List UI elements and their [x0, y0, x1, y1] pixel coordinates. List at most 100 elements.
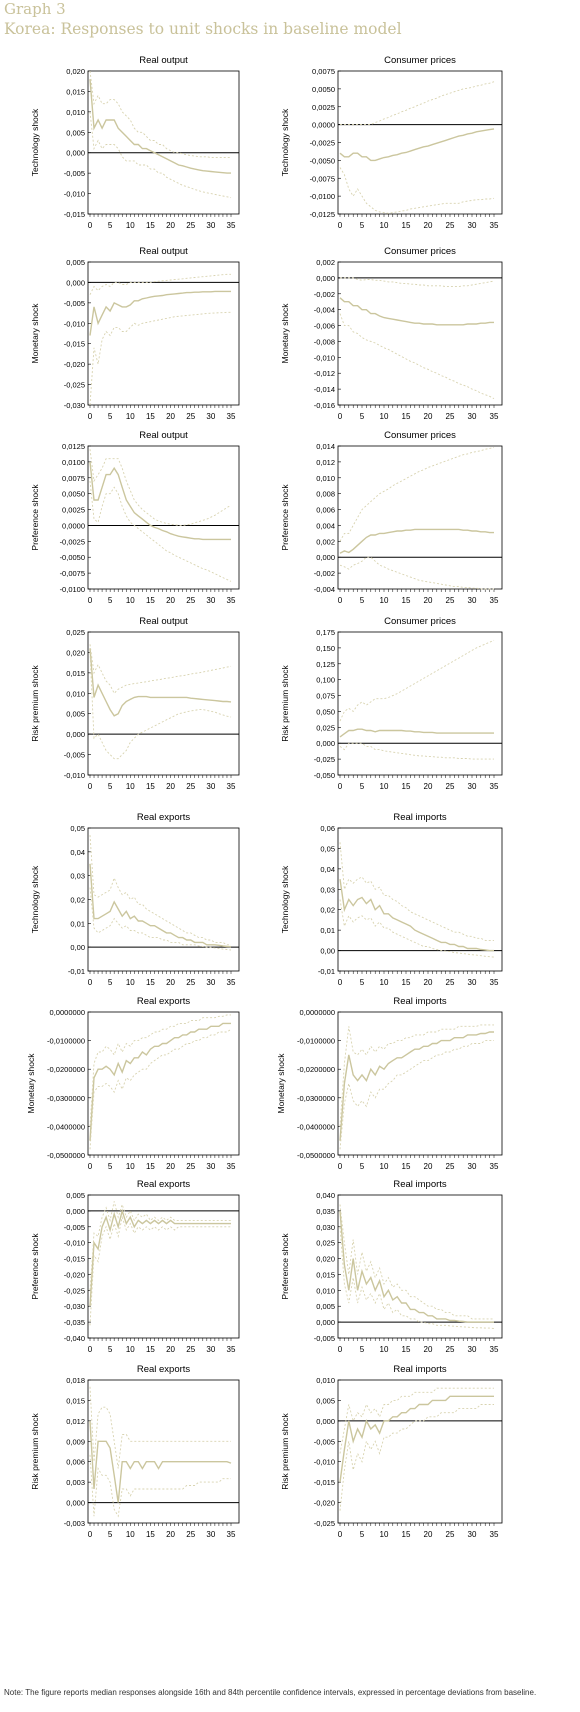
x-tick-label: 35 [227, 1162, 236, 1171]
x-tick-label: 10 [126, 412, 135, 421]
y-tick-label: -0,005 [64, 299, 85, 308]
x-tick-label: 0 [88, 221, 93, 230]
x-tick-label: 25 [446, 1162, 455, 1171]
x-tick-label: 35 [227, 412, 236, 421]
y-tick-label: 0,018 [66, 1376, 85, 1385]
y-tick-label: -0,005 [64, 169, 85, 178]
y-tick-label: 0,000 [66, 278, 85, 287]
x-tick-label: 30 [468, 221, 477, 230]
median-line [89, 461, 231, 541]
y-tick-label: 0,002 [316, 258, 335, 267]
x-tick-label: 15 [146, 978, 155, 987]
y-tick-label: 0,005 [316, 1396, 335, 1405]
y-tick-label: 0,000 [316, 553, 335, 562]
y-tick-label: -0,015 [64, 210, 85, 219]
x-tick-label: 30 [468, 1345, 477, 1354]
y-tick-label: 0,008 [316, 490, 335, 499]
x-tick-label: 10 [380, 412, 389, 421]
y-tick-label: -0,020 [314, 1499, 335, 1508]
y-tick-label: -0,025 [64, 381, 85, 390]
lower-band-line [339, 1226, 495, 1329]
median-line [89, 1420, 232, 1503]
y-tick-label: 0,030 [316, 1223, 335, 1232]
lower-band-line [89, 311, 231, 406]
y-tick-label: 0,000 [316, 274, 335, 283]
y-tick-label: 0,00 [70, 943, 85, 952]
y-tick-label: -0,004 [314, 585, 335, 594]
x-tick-label: 10 [126, 782, 135, 791]
upper-band-line [339, 1024, 494, 1127]
x-tick-label: 10 [380, 221, 389, 230]
lower-band-line [339, 556, 494, 590]
chart-panel: Consumer prices 0,014 0,012 0,010 0,008 0,006… [280, 430, 503, 605]
y-tick-label: 0,025 [316, 723, 335, 732]
y-tick-label: 0,020 [66, 648, 85, 657]
x-tick-label: 15 [146, 1530, 155, 1539]
x-tick-label: 15 [146, 782, 155, 791]
y-tick-label: -0,020 [64, 360, 85, 369]
lower-band-line [339, 1404, 494, 1511]
y-tick-label: 0,040 [316, 1191, 335, 1200]
upper-band-line [339, 639, 495, 722]
x-tick-label: 0 [338, 221, 343, 230]
x-tick-label: 30 [468, 1162, 477, 1171]
lower-band-line [89, 887, 232, 951]
chart-panel: Real exports 0,005 0,000 -0,005 -0,010 -0,015… [30, 1179, 240, 1354]
x-tick-label: 25 [446, 978, 455, 987]
chart-panel: Real output 0,025 0,020 0,015 0,010 0,005 0,00… [30, 616, 240, 791]
plot-frame [87, 261, 240, 406]
lower-band-line [339, 167, 495, 214]
x-tick-label: 35 [227, 596, 236, 605]
chart-title: Consumer prices [384, 55, 456, 66]
x-tick-label: 15 [146, 1162, 155, 1171]
x-tick-label: 0 [88, 1345, 93, 1354]
y-tick-label: -0,0025 [310, 139, 335, 148]
y-tick-label: 0,000 [316, 739, 335, 748]
x-tick-label: 5 [360, 1345, 365, 1354]
x-tick-label: 5 [360, 1162, 365, 1171]
x-tick-label: 10 [126, 1345, 135, 1354]
y-tick-label: 0,100 [316, 676, 335, 685]
y-tick-label: 0,000 [66, 1207, 85, 1216]
y-tick-label: 0,015 [66, 1396, 85, 1405]
x-tick-label: 15 [402, 596, 411, 605]
y-tick-label: 0,050 [316, 707, 335, 716]
chart-panel: Real output 0,020 0,015 0,010 0,005 0,000 -0,0… [30, 55, 240, 230]
y-tick-label: 0,04 [70, 848, 85, 857]
x-tick-label: 0 [88, 978, 93, 987]
y-tick-label: 0,02 [70, 896, 85, 905]
upper-band-line [339, 1204, 494, 1320]
lower-band-line [339, 313, 495, 399]
y-tick-label: -0,016 [314, 401, 335, 410]
chart-title: Real output [139, 430, 188, 441]
y-tick-label: -0,0075 [310, 174, 335, 183]
y-tick-label: 0,015 [66, 669, 85, 678]
y-tick-label: 0,006 [66, 1458, 85, 1467]
y-tick-label: 0,0100 [62, 458, 85, 467]
x-tick-label: 35 [227, 221, 236, 230]
y-axis-label: Technology shock [30, 108, 40, 176]
x-tick-label: 30 [206, 1162, 215, 1171]
plot-frame [87, 445, 240, 590]
y-tick-label: 0,0000000 [50, 1008, 85, 1017]
y-tick-label: -0,025 [314, 755, 335, 764]
plot-frame [87, 1011, 240, 1156]
x-tick-label: 30 [206, 978, 215, 987]
x-tick-label: 0 [338, 782, 343, 791]
chart-panel: Real output 0,0125 0,0100 0,0075 0,0050 0,002… [30, 430, 240, 605]
x-tick-label: 30 [468, 782, 477, 791]
y-tick-label: 0,025 [316, 1239, 335, 1248]
upper-band-line [339, 447, 495, 542]
x-tick-label: 30 [468, 412, 477, 421]
y-tick-label: -0,0100 [310, 192, 335, 201]
x-tick-label: 15 [402, 1162, 411, 1171]
y-tick-label: -0,008 [314, 337, 335, 346]
x-tick-label: 20 [166, 596, 175, 605]
y-tick-label: -0,01 [318, 967, 335, 976]
y-tick-label: 0,03 [70, 872, 85, 881]
x-tick-label: 20 [424, 1530, 433, 1539]
y-tick-label: -0,005 [314, 1437, 335, 1446]
x-tick-label: 30 [468, 596, 477, 605]
y-tick-label: -0,025 [314, 1519, 335, 1528]
